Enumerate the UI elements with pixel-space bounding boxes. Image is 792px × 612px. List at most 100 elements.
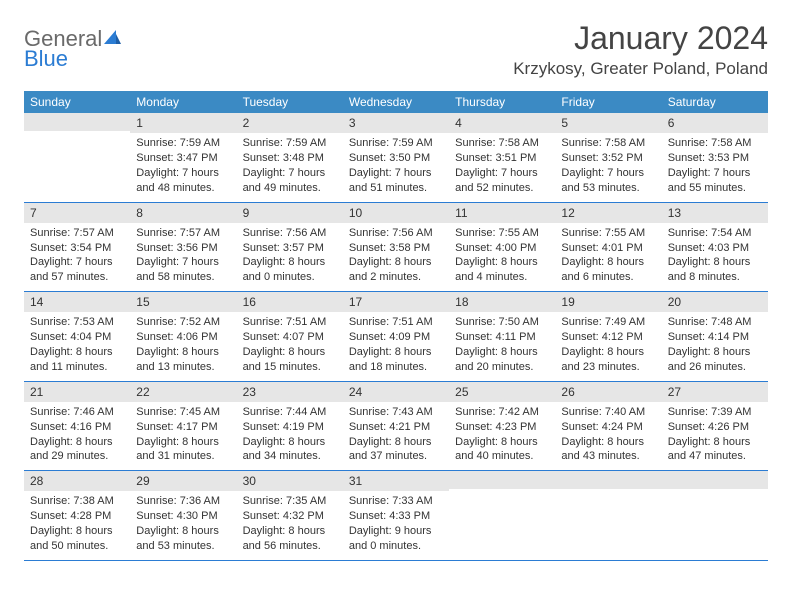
daylight-text: Daylight: 7 hours and 57 minutes. xyxy=(30,255,124,285)
sunset-text: Sunset: 4:23 PM xyxy=(455,420,549,435)
daylight-text: Daylight: 9 hours and 0 minutes. xyxy=(349,524,443,554)
logo: General Blue xyxy=(24,20,122,69)
sunset-text: Sunset: 3:57 PM xyxy=(243,241,337,256)
sunset-text: Sunset: 4:09 PM xyxy=(349,330,443,345)
day-number xyxy=(662,471,768,489)
sunrise-text: Sunrise: 7:46 AM xyxy=(30,405,124,420)
daylight-text: Daylight: 8 hours and 43 minutes. xyxy=(561,435,655,465)
sunset-text: Sunset: 3:56 PM xyxy=(136,241,230,256)
sunrise-text: Sunrise: 7:44 AM xyxy=(243,405,337,420)
sunset-text: Sunset: 3:51 PM xyxy=(455,151,549,166)
daylight-text: Daylight: 7 hours and 55 minutes. xyxy=(668,166,762,196)
day-number: 9 xyxy=(237,203,343,223)
daylight-text: Daylight: 7 hours and 49 minutes. xyxy=(243,166,337,196)
day-cell: 16Sunrise: 7:51 AMSunset: 4:07 PMDayligh… xyxy=(237,292,343,381)
page-header: General Blue January 2024 Krzykosy, Grea… xyxy=(24,20,768,79)
sunrise-text: Sunrise: 7:55 AM xyxy=(561,226,655,241)
day-cell: 12Sunrise: 7:55 AMSunset: 4:01 PMDayligh… xyxy=(555,203,661,292)
day-number: 27 xyxy=(662,382,768,402)
calendar-body: 1Sunrise: 7:59 AMSunset: 3:47 PMDaylight… xyxy=(24,113,768,561)
daylight-text: Daylight: 8 hours and 20 minutes. xyxy=(455,345,549,375)
day-header: Tuesday xyxy=(237,91,343,113)
sunset-text: Sunset: 3:48 PM xyxy=(243,151,337,166)
month-title: January 2024 xyxy=(513,20,768,57)
daylight-text: Daylight: 8 hours and 0 minutes. xyxy=(243,255,337,285)
day-number: 28 xyxy=(24,471,130,491)
day-number: 17 xyxy=(343,292,449,312)
day-cell: 1Sunrise: 7:59 AMSunset: 3:47 PMDaylight… xyxy=(130,113,236,202)
daylight-text: Daylight: 8 hours and 37 minutes. xyxy=(349,435,443,465)
day-number: 5 xyxy=(555,113,661,133)
day-cell: 23 Sunrise: 7:44 AMSunset: 4:19 PMDayligh… xyxy=(237,382,343,471)
sunrise-text: Sunrise: 7:58 AM xyxy=(561,136,655,151)
sunrise-text: Sunrise: 7:40 AM xyxy=(561,405,655,420)
day-cell: 4Sunrise: 7:58 AMSunset: 3:51 PMDaylight… xyxy=(449,113,555,202)
day-number: 4 xyxy=(449,113,555,133)
week-row: 28Sunrise: 7:38 AMSunset: 4:28 PMDayligh… xyxy=(24,471,768,561)
day-cell: 22Sunrise: 7:45 AMSunset: 4:17 PMDayligh… xyxy=(130,382,236,471)
sunrise-text: Sunrise: 7:33 AM xyxy=(349,494,443,509)
week-row: 1Sunrise: 7:59 AMSunset: 3:47 PMDaylight… xyxy=(24,113,768,203)
day-number: 22 xyxy=(130,382,236,402)
day-cell: 5Sunrise: 7:58 AMSunset: 3:52 PMDaylight… xyxy=(555,113,661,202)
daylight-text: Daylight: 8 hours and 8 minutes. xyxy=(668,255,762,285)
day-cell: 13Sunrise: 7:54 AMSunset: 4:03 PMDayligh… xyxy=(662,203,768,292)
day-cell xyxy=(24,113,130,202)
day-cell: 11Sunrise: 7:55 AMSunset: 4:00 PMDayligh… xyxy=(449,203,555,292)
day-cell: 26 Sunrise: 7:40 AMSunset: 4:24 PMDayligh… xyxy=(555,382,661,471)
daylight-text: Daylight: 8 hours and 13 minutes. xyxy=(136,345,230,375)
sunset-text: Sunset: 4:01 PM xyxy=(561,241,655,256)
day-cell: 27Sunrise: 7:39 AMSunset: 4:26 PMDayligh… xyxy=(662,382,768,471)
day-number: 26 xyxy=(555,382,661,402)
sunset-text: Sunset: 4:33 PM xyxy=(349,509,443,524)
day-cell: 17Sunrise: 7:51 AMSunset: 4:09 PMDayligh… xyxy=(343,292,449,381)
sunrise-text: Sunrise: 7:59 AM xyxy=(349,136,443,151)
sunrise-text: Sunrise: 7:43 AM xyxy=(349,405,443,420)
day-header: Sunday xyxy=(24,91,130,113)
sunrise-text: Sunrise: 7:39 AM xyxy=(668,405,762,420)
sunset-text: Sunset: 4:00 PM xyxy=(455,241,549,256)
day-cell: 14Sunrise: 7:53 AMSunset: 4:04 PMDayligh… xyxy=(24,292,130,381)
day-number: 23 xyxy=(237,382,343,402)
sunset-text: Sunset: 4:30 PM xyxy=(136,509,230,524)
sunrise-text: Sunrise: 7:48 AM xyxy=(668,315,762,330)
day-header: Wednesday xyxy=(343,91,449,113)
sunset-text: Sunset: 4:17 PM xyxy=(136,420,230,435)
daylight-text: Daylight: 8 hours and 26 minutes. xyxy=(668,345,762,375)
daylight-text: Daylight: 8 hours and 2 minutes. xyxy=(349,255,443,285)
sunset-text: Sunset: 4:11 PM xyxy=(455,330,549,345)
day-cell: 6Sunrise: 7:58 AMSunset: 3:53 PMDaylight… xyxy=(662,113,768,202)
day-number: 7 xyxy=(24,203,130,223)
logo-word-2: Blue xyxy=(24,46,68,71)
sunrise-text: Sunrise: 7:57 AM xyxy=(136,226,230,241)
daylight-text: Daylight: 7 hours and 58 minutes. xyxy=(136,255,230,285)
daylight-text: Daylight: 8 hours and 34 minutes. xyxy=(243,435,337,465)
sunrise-text: Sunrise: 7:52 AM xyxy=(136,315,230,330)
day-number: 3 xyxy=(343,113,449,133)
sunset-text: Sunset: 4:19 PM xyxy=(243,420,337,435)
day-number: 6 xyxy=(662,113,768,133)
day-number: 8 xyxy=(130,203,236,223)
day-number: 20 xyxy=(662,292,768,312)
day-number: 19 xyxy=(555,292,661,312)
day-cell: 21Sunrise: 7:46 AMSunset: 4:16 PMDayligh… xyxy=(24,382,130,471)
day-cell: 18Sunrise: 7:50 AMSunset: 4:11 PMDayligh… xyxy=(449,292,555,381)
daylight-text: Daylight: 8 hours and 15 minutes. xyxy=(243,345,337,375)
logo-text: General Blue xyxy=(24,28,122,69)
calendar: SundayMondayTuesdayWednesdayThursdayFrid… xyxy=(24,91,768,561)
sunset-text: Sunset: 3:53 PM xyxy=(668,151,762,166)
day-header: Friday xyxy=(555,91,661,113)
sunset-text: Sunset: 3:50 PM xyxy=(349,151,443,166)
day-cell: 25Sunrise: 7:42 AMSunset: 4:23 PMDayligh… xyxy=(449,382,555,471)
daylight-text: Daylight: 7 hours and 51 minutes. xyxy=(349,166,443,196)
daylight-text: Daylight: 8 hours and 18 minutes. xyxy=(349,345,443,375)
sunset-text: Sunset: 4:24 PM xyxy=(561,420,655,435)
day-header: Saturday xyxy=(662,91,768,113)
daylight-text: Daylight: 7 hours and 48 minutes. xyxy=(136,166,230,196)
day-cell: 2Sunrise: 7:59 AMSunset: 3:48 PMDaylight… xyxy=(237,113,343,202)
day-cell: 29Sunrise: 7:36 AMSunset: 4:30 PMDayligh… xyxy=(130,471,236,560)
day-number xyxy=(555,471,661,489)
day-cell: 7Sunrise: 7:57 AMSunset: 3:54 PMDaylight… xyxy=(24,203,130,292)
week-row: 7Sunrise: 7:57 AMSunset: 3:54 PMDaylight… xyxy=(24,203,768,293)
day-number: 10 xyxy=(343,203,449,223)
